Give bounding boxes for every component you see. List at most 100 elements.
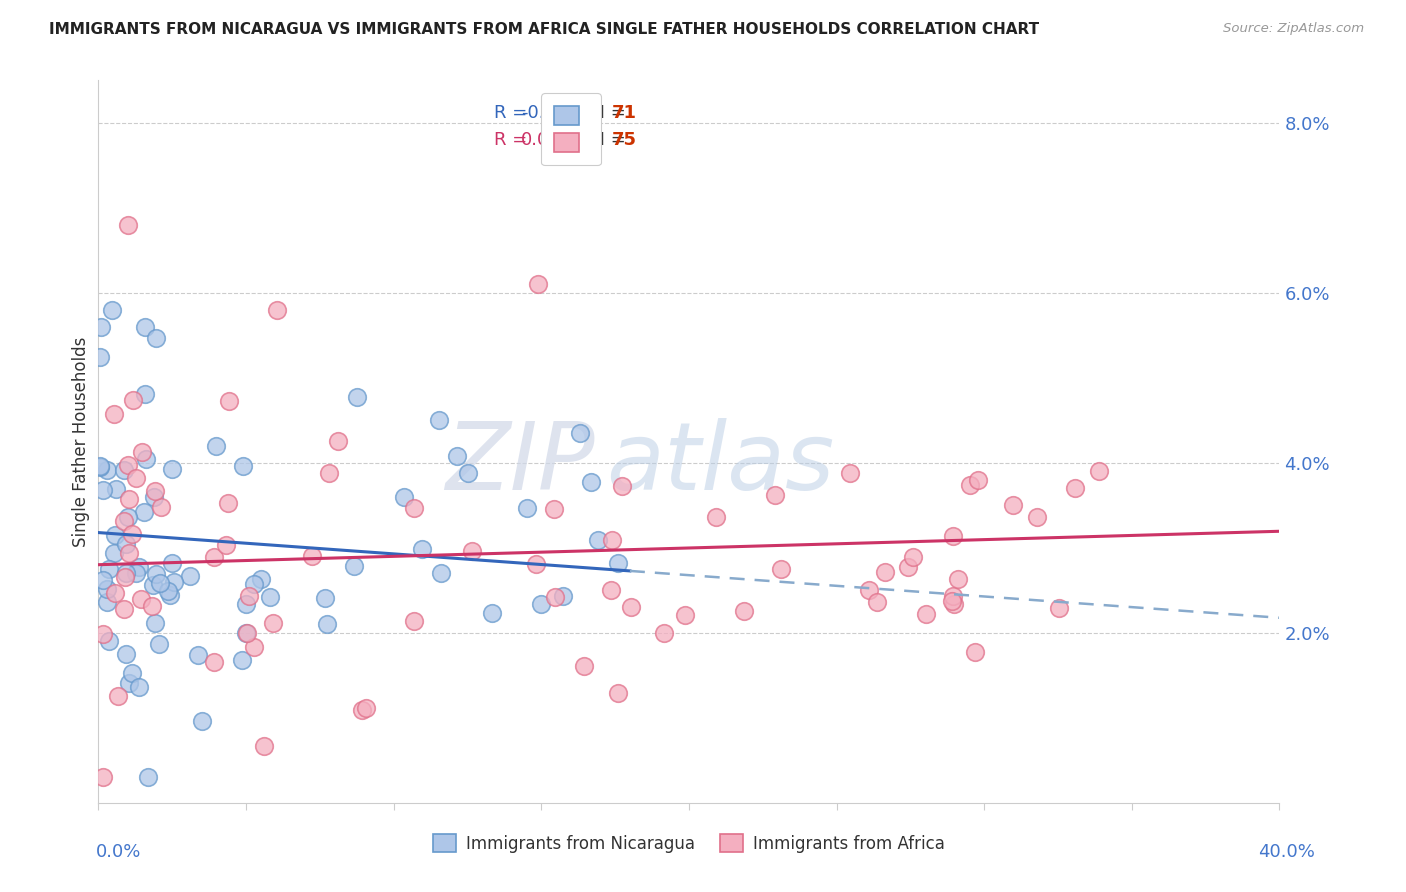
Point [107,689,129,703]
Point [250,572,273,586]
Point [839,466,862,480]
Text: -0.115: -0.115 [522,103,579,122]
Text: R =: R = [494,103,533,122]
Point [543,502,565,516]
Point [959,478,981,492]
Point [135,452,157,467]
Point [612,479,634,493]
Point [430,566,453,581]
Point [942,529,965,543]
Point [903,549,925,564]
Point [118,676,141,690]
Point [1088,464,1111,478]
Point [149,575,172,590]
Point [328,434,350,448]
Point [481,607,503,621]
Point [243,640,266,655]
Point [89,459,111,474]
Point [93,483,115,497]
Point [259,590,281,604]
Point [103,546,125,560]
Point [96,595,118,609]
Point [118,546,141,560]
Point [97,562,120,576]
Point [524,557,547,571]
Point [104,482,127,496]
Point [91,770,114,784]
Point [569,426,592,441]
Point [122,393,145,408]
Point [315,617,337,632]
Text: R =: R = [494,130,533,149]
Point [236,626,259,640]
Point [145,331,167,345]
Text: N =: N = [581,130,631,149]
Point [402,615,425,629]
Point [350,703,373,717]
Text: 0.0%: 0.0% [96,843,141,861]
Legend: Immigrants from Nicaragua, Immigrants from Africa: Immigrants from Nicaragua, Immigrants fr… [425,826,953,861]
Point [354,701,377,715]
Point [572,659,595,673]
Point [89,350,111,364]
Text: Source: ZipAtlas.com: Source: ZipAtlas.com [1223,22,1364,36]
Point [91,627,114,641]
Point [733,603,755,617]
Point [446,449,468,463]
Point [117,458,139,472]
Point [156,583,179,598]
Point [145,566,167,581]
Point [217,495,239,509]
Point [145,616,167,631]
Point [941,590,963,604]
Point [769,562,792,576]
Point [143,483,166,498]
Point [143,490,166,504]
Text: N =: N = [581,103,631,122]
Point [242,577,264,591]
Text: 71: 71 [612,103,637,122]
Point [235,597,257,611]
Point [915,607,938,621]
Point [121,527,143,541]
Point [586,533,609,547]
Point [461,544,484,558]
Point [96,462,118,476]
Point [148,637,170,651]
Point [104,528,127,542]
Point [402,501,425,516]
Point [262,615,284,630]
Point [160,556,183,570]
Point [314,591,336,605]
Point [457,467,479,481]
Point [235,626,257,640]
Point [128,560,150,574]
Text: 75: 75 [612,130,637,149]
Point [527,277,550,292]
Point [100,302,122,317]
Point [873,565,896,579]
Point [530,597,553,611]
Point [301,549,323,563]
Point [89,459,111,474]
Point [205,438,228,452]
Point [103,407,125,421]
Point [179,569,201,583]
Text: ZIP: ZIP [444,417,595,508]
Point [231,652,253,666]
Point [138,770,160,784]
Point [704,510,727,524]
Point [1002,498,1025,512]
Point [202,655,225,669]
Point [187,648,209,662]
Text: atlas: atlas [606,417,835,508]
Point [150,500,173,515]
Point [163,575,186,590]
Point [607,556,630,570]
Point [134,387,156,401]
Point [346,390,368,404]
Text: 0.098: 0.098 [522,130,572,149]
Point [141,599,163,613]
Point [897,560,920,574]
Point [215,538,238,552]
